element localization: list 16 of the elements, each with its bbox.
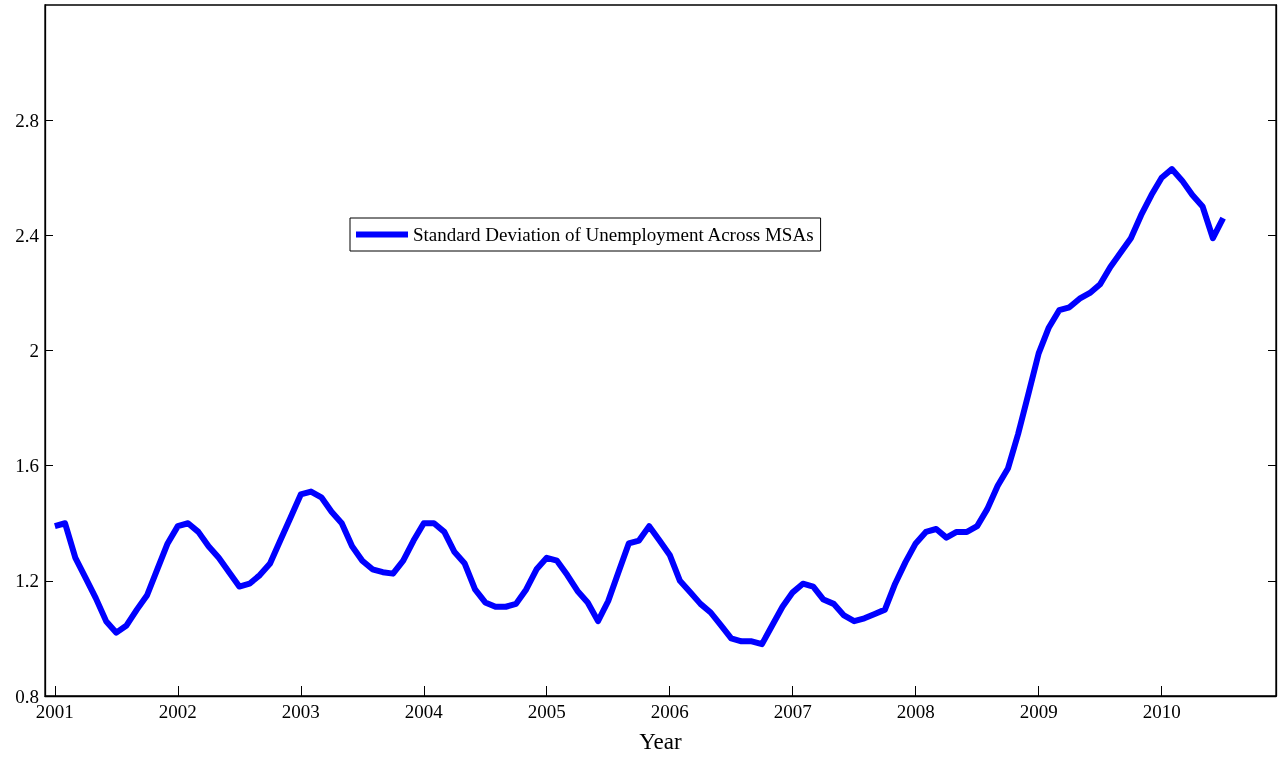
y-tick-label: 1.6 (15, 455, 39, 477)
y-tick-label: 2.8 (15, 109, 39, 131)
x-tick-label: 2004 (404, 701, 444, 722)
x-tick-label: 2010 (1142, 701, 1181, 722)
x-tick-label: 2009 (1019, 701, 1058, 722)
x-tick-label: 2006 (650, 701, 689, 722)
y-tick-label: 2 (29, 340, 39, 361)
y-tick-label: 2.4 (15, 224, 40, 246)
legend-label: Standard Deviation of Unemployment Across MSAs (413, 224, 814, 245)
x-tick-label: 2007 (773, 701, 812, 722)
y-tick-label: 1.2 (15, 570, 39, 592)
x-axis-title: Year (639, 729, 683, 754)
x-tick-label: 2008 (896, 701, 935, 722)
x-tick-label: 2002 (158, 701, 197, 722)
x-tick-label: 2005 (527, 701, 566, 722)
x-tick-label: 2003 (281, 701, 320, 722)
